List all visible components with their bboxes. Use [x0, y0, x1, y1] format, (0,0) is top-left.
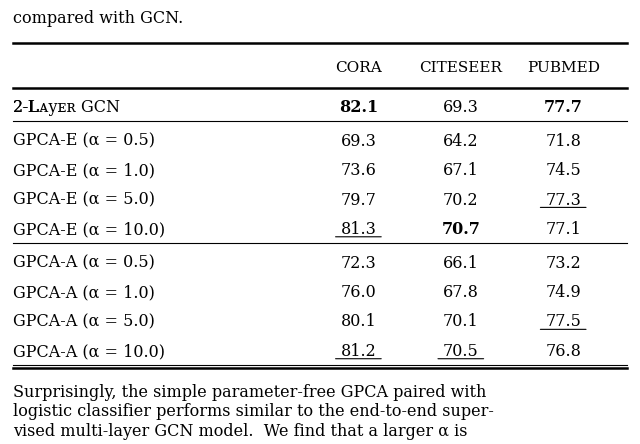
Text: compared with GCN.: compared with GCN.	[13, 10, 183, 27]
Text: 81.2: 81.2	[340, 343, 376, 360]
Text: 70.2: 70.2	[443, 191, 479, 209]
Text: 71.8: 71.8	[545, 133, 581, 150]
Text: 66.1: 66.1	[443, 255, 479, 272]
Text: 2-L: 2-L	[13, 99, 39, 116]
Text: 2-Lᴀуᴇʀ GCN: 2-Lᴀуᴇʀ GCN	[13, 99, 120, 116]
Text: 76.8: 76.8	[545, 343, 581, 360]
Text: 72.3: 72.3	[340, 255, 376, 272]
Text: 70.1: 70.1	[443, 313, 479, 330]
Text: 74.9: 74.9	[545, 284, 581, 301]
Text: 69.3: 69.3	[340, 133, 376, 150]
Text: 77.1: 77.1	[545, 221, 581, 238]
Text: 70.7: 70.7	[442, 221, 480, 238]
Text: CITESEER: CITESEER	[419, 61, 502, 75]
Text: GPCA-E (α = 10.0): GPCA-E (α = 10.0)	[13, 221, 165, 238]
Text: 80.1: 80.1	[340, 313, 376, 330]
Text: GPCA-A (α = 0.5): GPCA-A (α = 0.5)	[13, 255, 155, 272]
Text: GPCA-A (α = 10.0): GPCA-A (α = 10.0)	[13, 343, 165, 360]
Text: 77.5: 77.5	[545, 313, 581, 330]
Text: GPCA-A (α = 5.0): GPCA-A (α = 5.0)	[13, 313, 155, 330]
Text: Surprisingly, the simple parameter-free GPCA paired with
logistic classifier per: Surprisingly, the simple parameter-free …	[13, 384, 493, 440]
Text: PUBMED: PUBMED	[527, 61, 600, 75]
Text: GPCA-E (α = 5.0): GPCA-E (α = 5.0)	[13, 191, 155, 209]
Text: 64.2: 64.2	[443, 133, 479, 150]
Text: 79.7: 79.7	[340, 191, 376, 209]
Text: 81.3: 81.3	[340, 221, 376, 238]
Text: 70.5: 70.5	[443, 343, 479, 360]
Text: CORA: CORA	[335, 61, 382, 75]
Text: 76.0: 76.0	[340, 284, 376, 301]
Text: 73.6: 73.6	[340, 162, 376, 179]
Text: 67.8: 67.8	[443, 284, 479, 301]
Text: GPCA-E (α = 0.5): GPCA-E (α = 0.5)	[13, 133, 155, 150]
Text: 69.3: 69.3	[443, 99, 479, 116]
Text: 67.1: 67.1	[443, 162, 479, 179]
Text: 74.5: 74.5	[545, 162, 581, 179]
Text: 82.1: 82.1	[339, 99, 378, 116]
Text: GPCA-A (α = 1.0): GPCA-A (α = 1.0)	[13, 284, 155, 301]
Text: GPCA-E (α = 1.0): GPCA-E (α = 1.0)	[13, 162, 155, 179]
Text: 77.3: 77.3	[545, 191, 581, 209]
Text: 73.2: 73.2	[545, 255, 581, 272]
Text: 77.7: 77.7	[544, 99, 582, 116]
